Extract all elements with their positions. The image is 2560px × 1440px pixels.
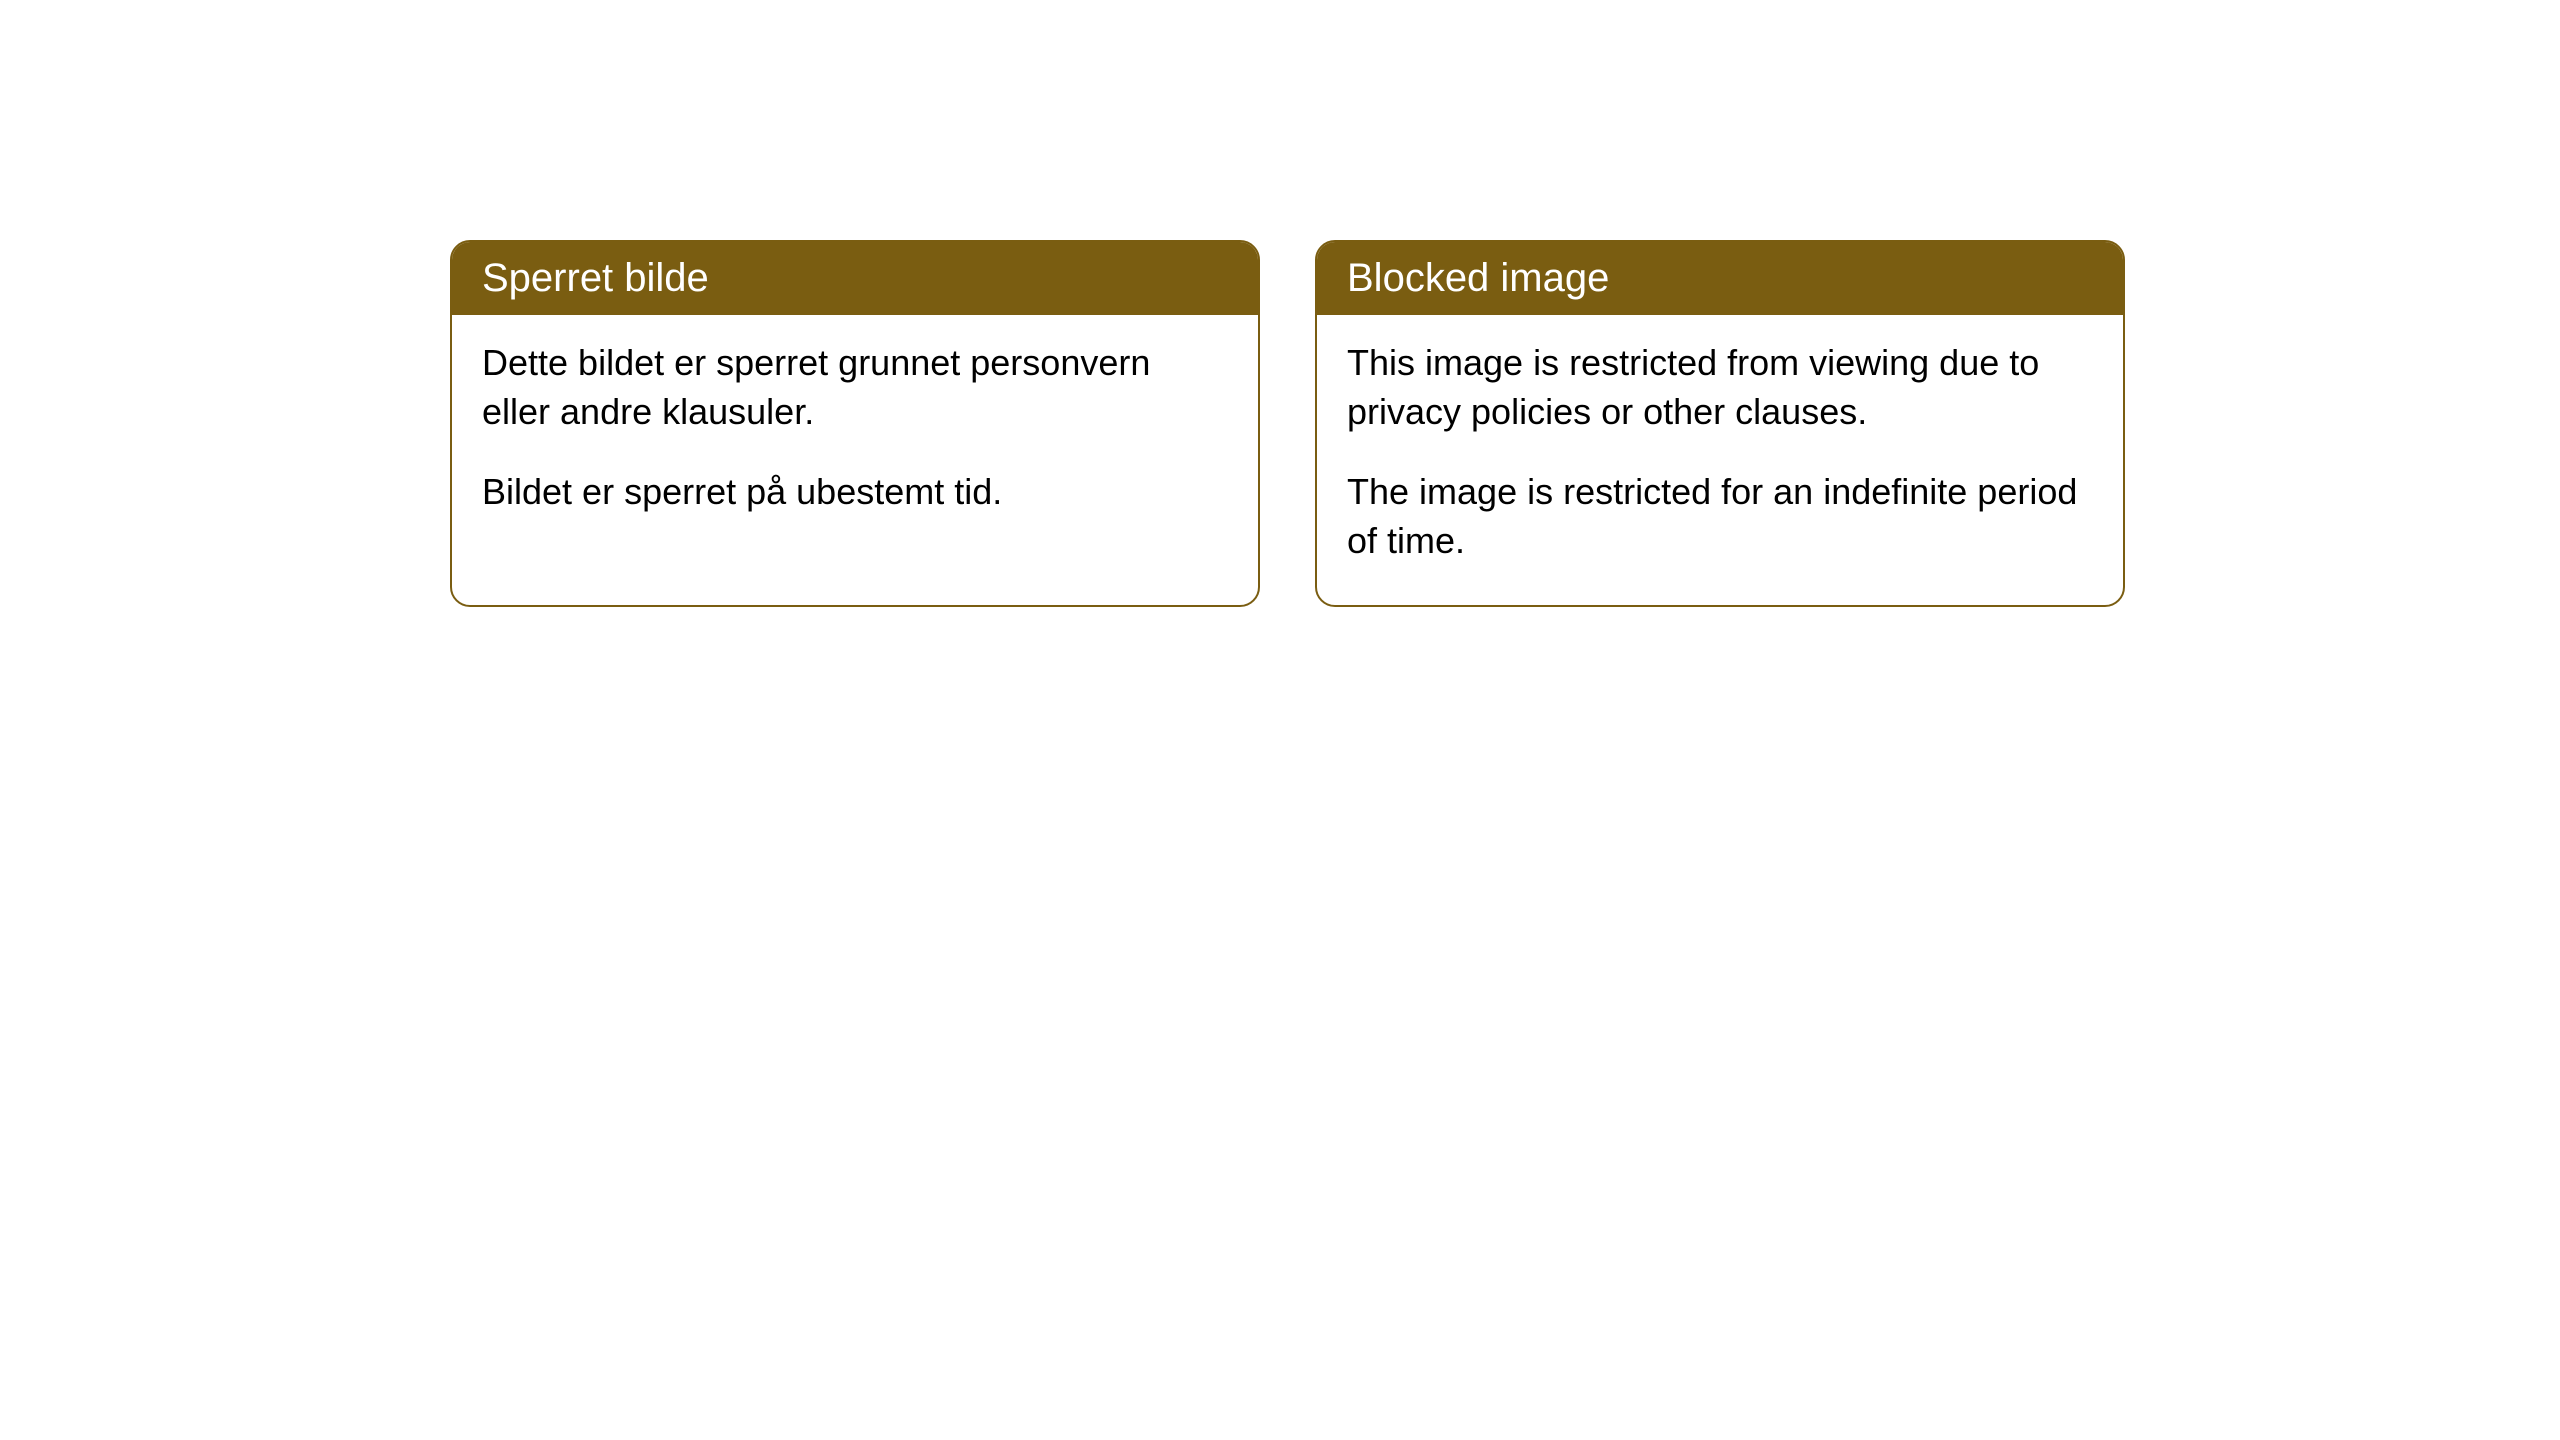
notice-cards-container: Sperret bilde Dette bildet er sperret gr… (450, 240, 2125, 607)
card-body-norwegian: Dette bildet er sperret grunnet personve… (452, 315, 1258, 557)
card-paragraph-1-english: This image is restricted from viewing du… (1347, 339, 2093, 436)
card-header-english: Blocked image (1317, 242, 2123, 315)
card-paragraph-2-english: The image is restricted for an indefinit… (1347, 468, 2093, 565)
card-paragraph-1-norwegian: Dette bildet er sperret grunnet personve… (482, 339, 1228, 436)
card-header-norwegian: Sperret bilde (452, 242, 1258, 315)
card-body-english: This image is restricted from viewing du… (1317, 315, 2123, 605)
notice-card-english: Blocked image This image is restricted f… (1315, 240, 2125, 607)
notice-card-norwegian: Sperret bilde Dette bildet er sperret gr… (450, 240, 1260, 607)
card-title-norwegian: Sperret bilde (482, 256, 709, 300)
card-title-english: Blocked image (1347, 256, 1609, 300)
card-paragraph-2-norwegian: Bildet er sperret på ubestemt tid. (482, 468, 1228, 517)
